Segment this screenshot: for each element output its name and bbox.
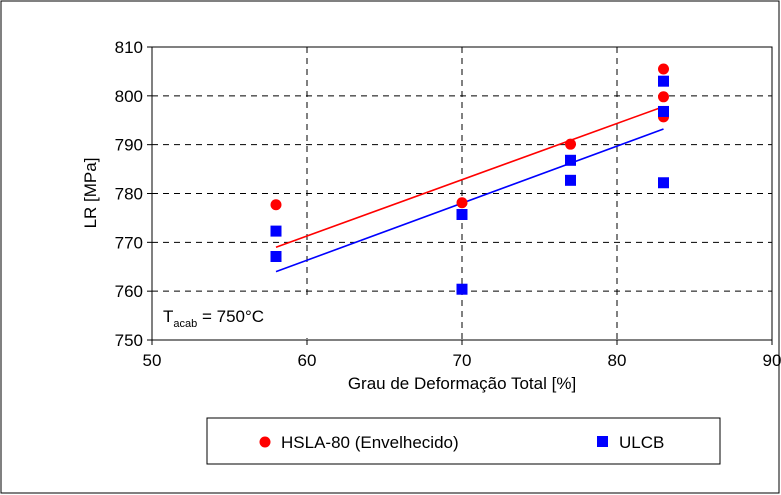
trendline-layer [275,105,664,273]
data-point-series-0 [658,91,669,103]
axis-layer: 50 60 70 80 90 750 760 770 780 790 800 810 [115,38,781,370]
x-axis-label: Grau de Deformação Total [%] [348,374,576,393]
x-tick-label: 70 [453,351,472,370]
data-point-series-0 [658,63,669,75]
x-tick-label: 80 [608,351,627,370]
annotation-subscript: acab [173,318,197,330]
y-tick-label: 790 [115,136,143,155]
grid-layer [152,47,772,340]
x-tick-label: 90 [763,351,781,370]
y-tick-label: 810 [115,38,143,57]
y-tick-label: 780 [115,185,143,204]
y-tick-label: 750 [115,331,143,350]
legend-label-hsla: HSLA-80 (Envelhecido) [281,433,459,452]
legend-marker-hsla [259,436,271,448]
trendline-series-1 [275,128,664,273]
y-axis-label: LR [MPa] [81,158,100,229]
data-point-series-1 [456,208,468,220]
annotation-rest: = 750°C [197,307,264,326]
legend-label-ulcb: ULCB [619,433,664,452]
legend-marker-ulcb [597,436,608,447]
data-point-series-1 [456,283,468,295]
data-point-series-1 [658,105,669,117]
data-point-series-1 [565,154,576,166]
annotation-base: T [163,307,173,326]
y-tick-label: 770 [115,233,143,252]
data-point-series-0 [456,197,468,209]
annotation-box: Tacab = 750°C [156,298,311,338]
data-point-series-1 [658,75,669,87]
x-tick-label: 50 [143,351,162,370]
trendline-series-0 [275,105,664,248]
data-point-series-0 [270,199,282,211]
annotation-text: Tacab = 750°C [163,307,264,330]
data-point-series-1 [565,174,576,186]
data-point-series-0 [565,138,576,150]
x-tick-label: 60 [298,351,317,370]
marks-layer [270,63,669,295]
y-tick-label: 760 [115,282,143,301]
data-point-series-1 [270,250,282,262]
y-tick-label: 800 [115,87,143,106]
annotation-background [156,298,311,338]
legend: HSLA-80 (Envelhecido) ULCB [206,417,721,465]
data-point-series-1 [270,225,282,237]
legend-box [206,417,721,465]
data-point-series-1 [658,177,669,189]
